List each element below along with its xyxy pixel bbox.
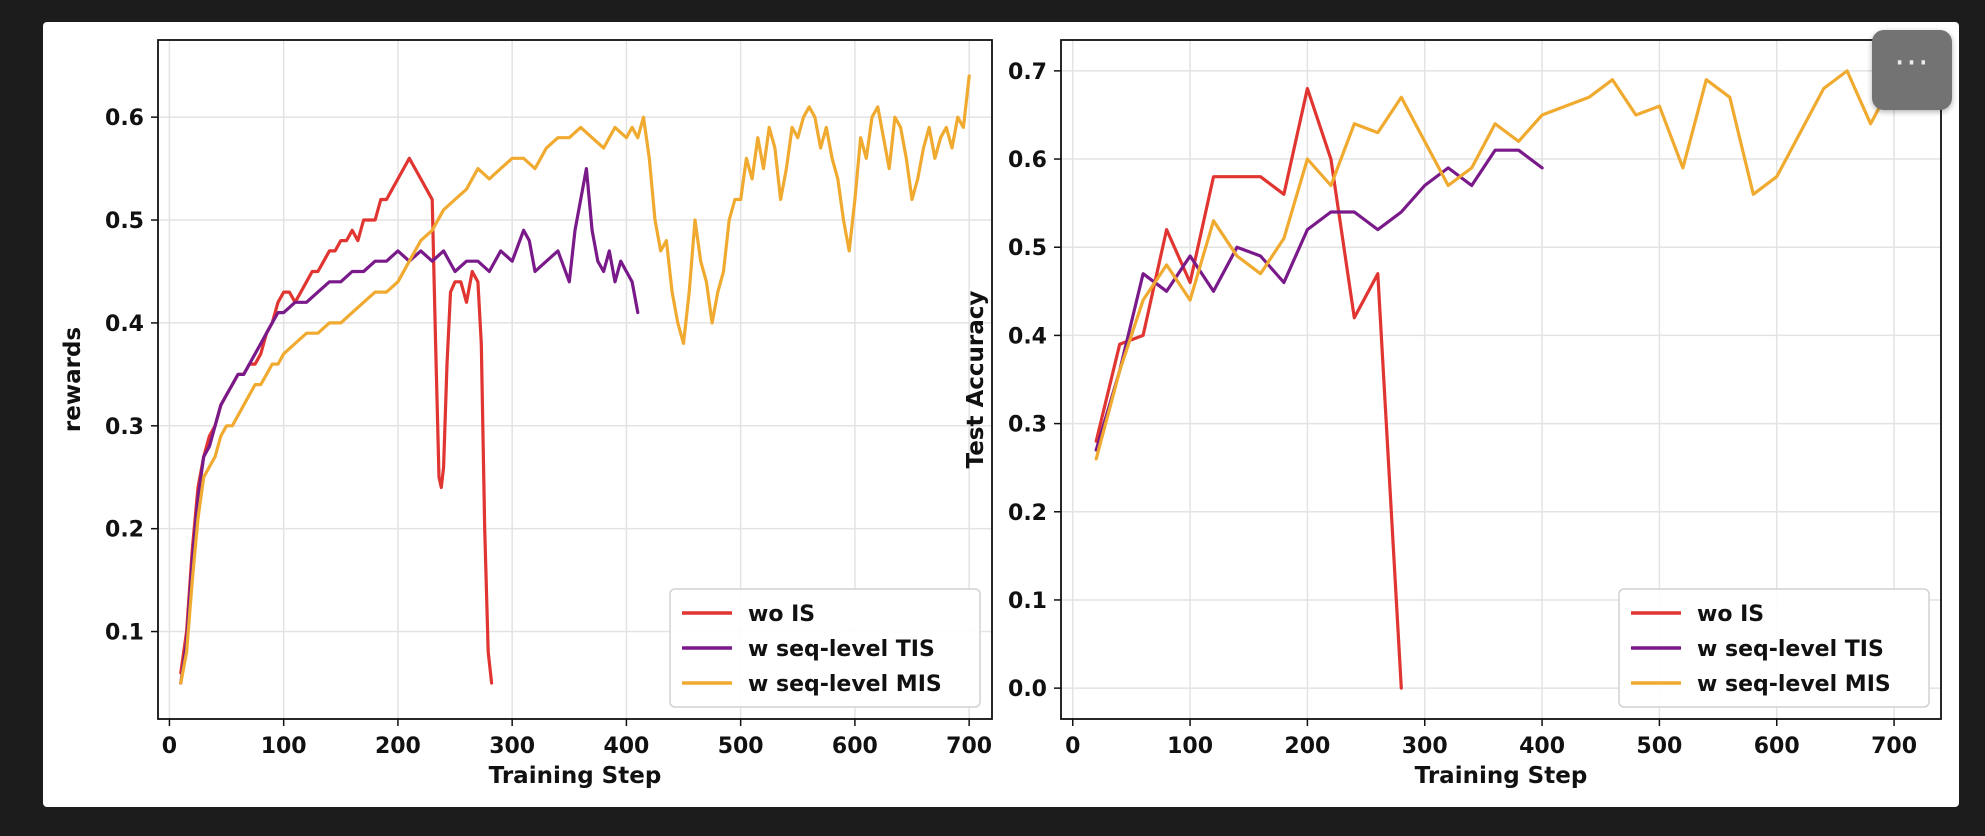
left-xtick-label: 600 — [832, 734, 878, 759]
right-ytick-label: 0.3 — [1008, 413, 1047, 438]
more-dots-icon: ··· — [1894, 43, 1930, 83]
left-xtick-label: 300 — [489, 734, 535, 759]
right-xtick-label: 700 — [1871, 734, 1917, 759]
left-legend-label-0: wo IS — [748, 602, 815, 627]
left-xtick-label: 700 — [946, 734, 992, 759]
left-ytick-label: 0.2 — [105, 518, 144, 543]
left-yaxis-label: rewards — [60, 327, 86, 432]
left-xtick-label: 0 — [162, 734, 177, 759]
right-plot-frame — [1060, 39, 1942, 720]
right-ytick-label: 0.4 — [1008, 324, 1047, 349]
left-xtick-label: 200 — [375, 734, 421, 759]
left-series-line-1 — [179, 167, 640, 685]
left-legend-box — [669, 588, 981, 708]
left-xaxis-label: Training Step — [489, 763, 662, 789]
right-ytick-label: 0.1 — [1008, 589, 1047, 614]
right-ytick-label: 0.7 — [1008, 60, 1047, 85]
right-series-line-1 — [1094, 148, 1544, 452]
right-legend-box — [1618, 588, 1930, 708]
left-xtick-label: 100 — [261, 734, 307, 759]
right-ytick-label: 0.0 — [1008, 677, 1047, 702]
left-ytick-label: 0.1 — [105, 621, 144, 646]
left-ytick-label: 0.6 — [105, 106, 144, 131]
left-legend-label-1: w seq-level TIS — [748, 637, 935, 662]
right-xtick-label: 400 — [1519, 734, 1565, 759]
chart-figure: 0 100 200 300 400 500 600 700 0.1 0.2 0.3 0.4 0.5 0.6… — [60, 39, 1942, 789]
right-series-line-0 — [1094, 86, 1403, 690]
right-xtick-label: 100 — [1167, 734, 1213, 759]
right-series-line-2 — [1094, 69, 1896, 461]
right-xaxis-label: Training Step — [1415, 763, 1588, 789]
left-series-line-0 — [179, 156, 494, 685]
left-series-line-2 — [179, 74, 971, 685]
right-legend-label-1: w seq-level TIS — [1697, 637, 1884, 662]
right-xtick-label: 0 — [1065, 734, 1080, 759]
right-legend: wo IS w seq-level TIS w seq-level MIS — [1618, 588, 1930, 708]
right-xtick-label: 300 — [1402, 734, 1448, 759]
left-chart: 0 100 200 300 400 500 600 700 0.1 0.2 0.3 0.4 0.5 0.6… — [60, 39, 993, 789]
right-ytick-label: 0.2 — [1008, 501, 1047, 526]
right-yaxis-label: Test Accuracy — [963, 291, 989, 469]
right-xtick-label: 500 — [1636, 734, 1682, 759]
figure-card: 0 100 200 300 400 500 600 700 0.1 0.2 0.3 0.4 0.5 0.6… — [43, 22, 1959, 807]
more-options-button[interactable]: ··· — [1872, 30, 1952, 110]
right-legend-label-0: wo IS — [1697, 602, 1764, 627]
left-ytick-label: 0.4 — [105, 312, 144, 337]
right-chart: 0 100 200 300 400 500 600 700 0.0 0.1 0.2 0.3 0.4 0.5… — [963, 39, 1942, 789]
left-legend: wo IS w seq-level TIS w seq-level MIS — [669, 588, 981, 708]
left-legend-label-2: w seq-level MIS — [748, 672, 942, 697]
right-xtick-label: 600 — [1754, 734, 1800, 759]
left-plot-frame — [157, 39, 993, 720]
left-ytick-label: 0.3 — [105, 415, 144, 440]
left-xtick-label: 400 — [603, 734, 649, 759]
left-xtick-label: 500 — [718, 734, 764, 759]
right-ytick-label: 0.6 — [1008, 148, 1047, 173]
right-ytick-label: 0.5 — [1008, 236, 1047, 261]
right-legend-label-2: w seq-level MIS — [1697, 672, 1891, 697]
right-xtick-label: 200 — [1284, 734, 1330, 759]
left-ytick-label: 0.5 — [105, 209, 144, 234]
